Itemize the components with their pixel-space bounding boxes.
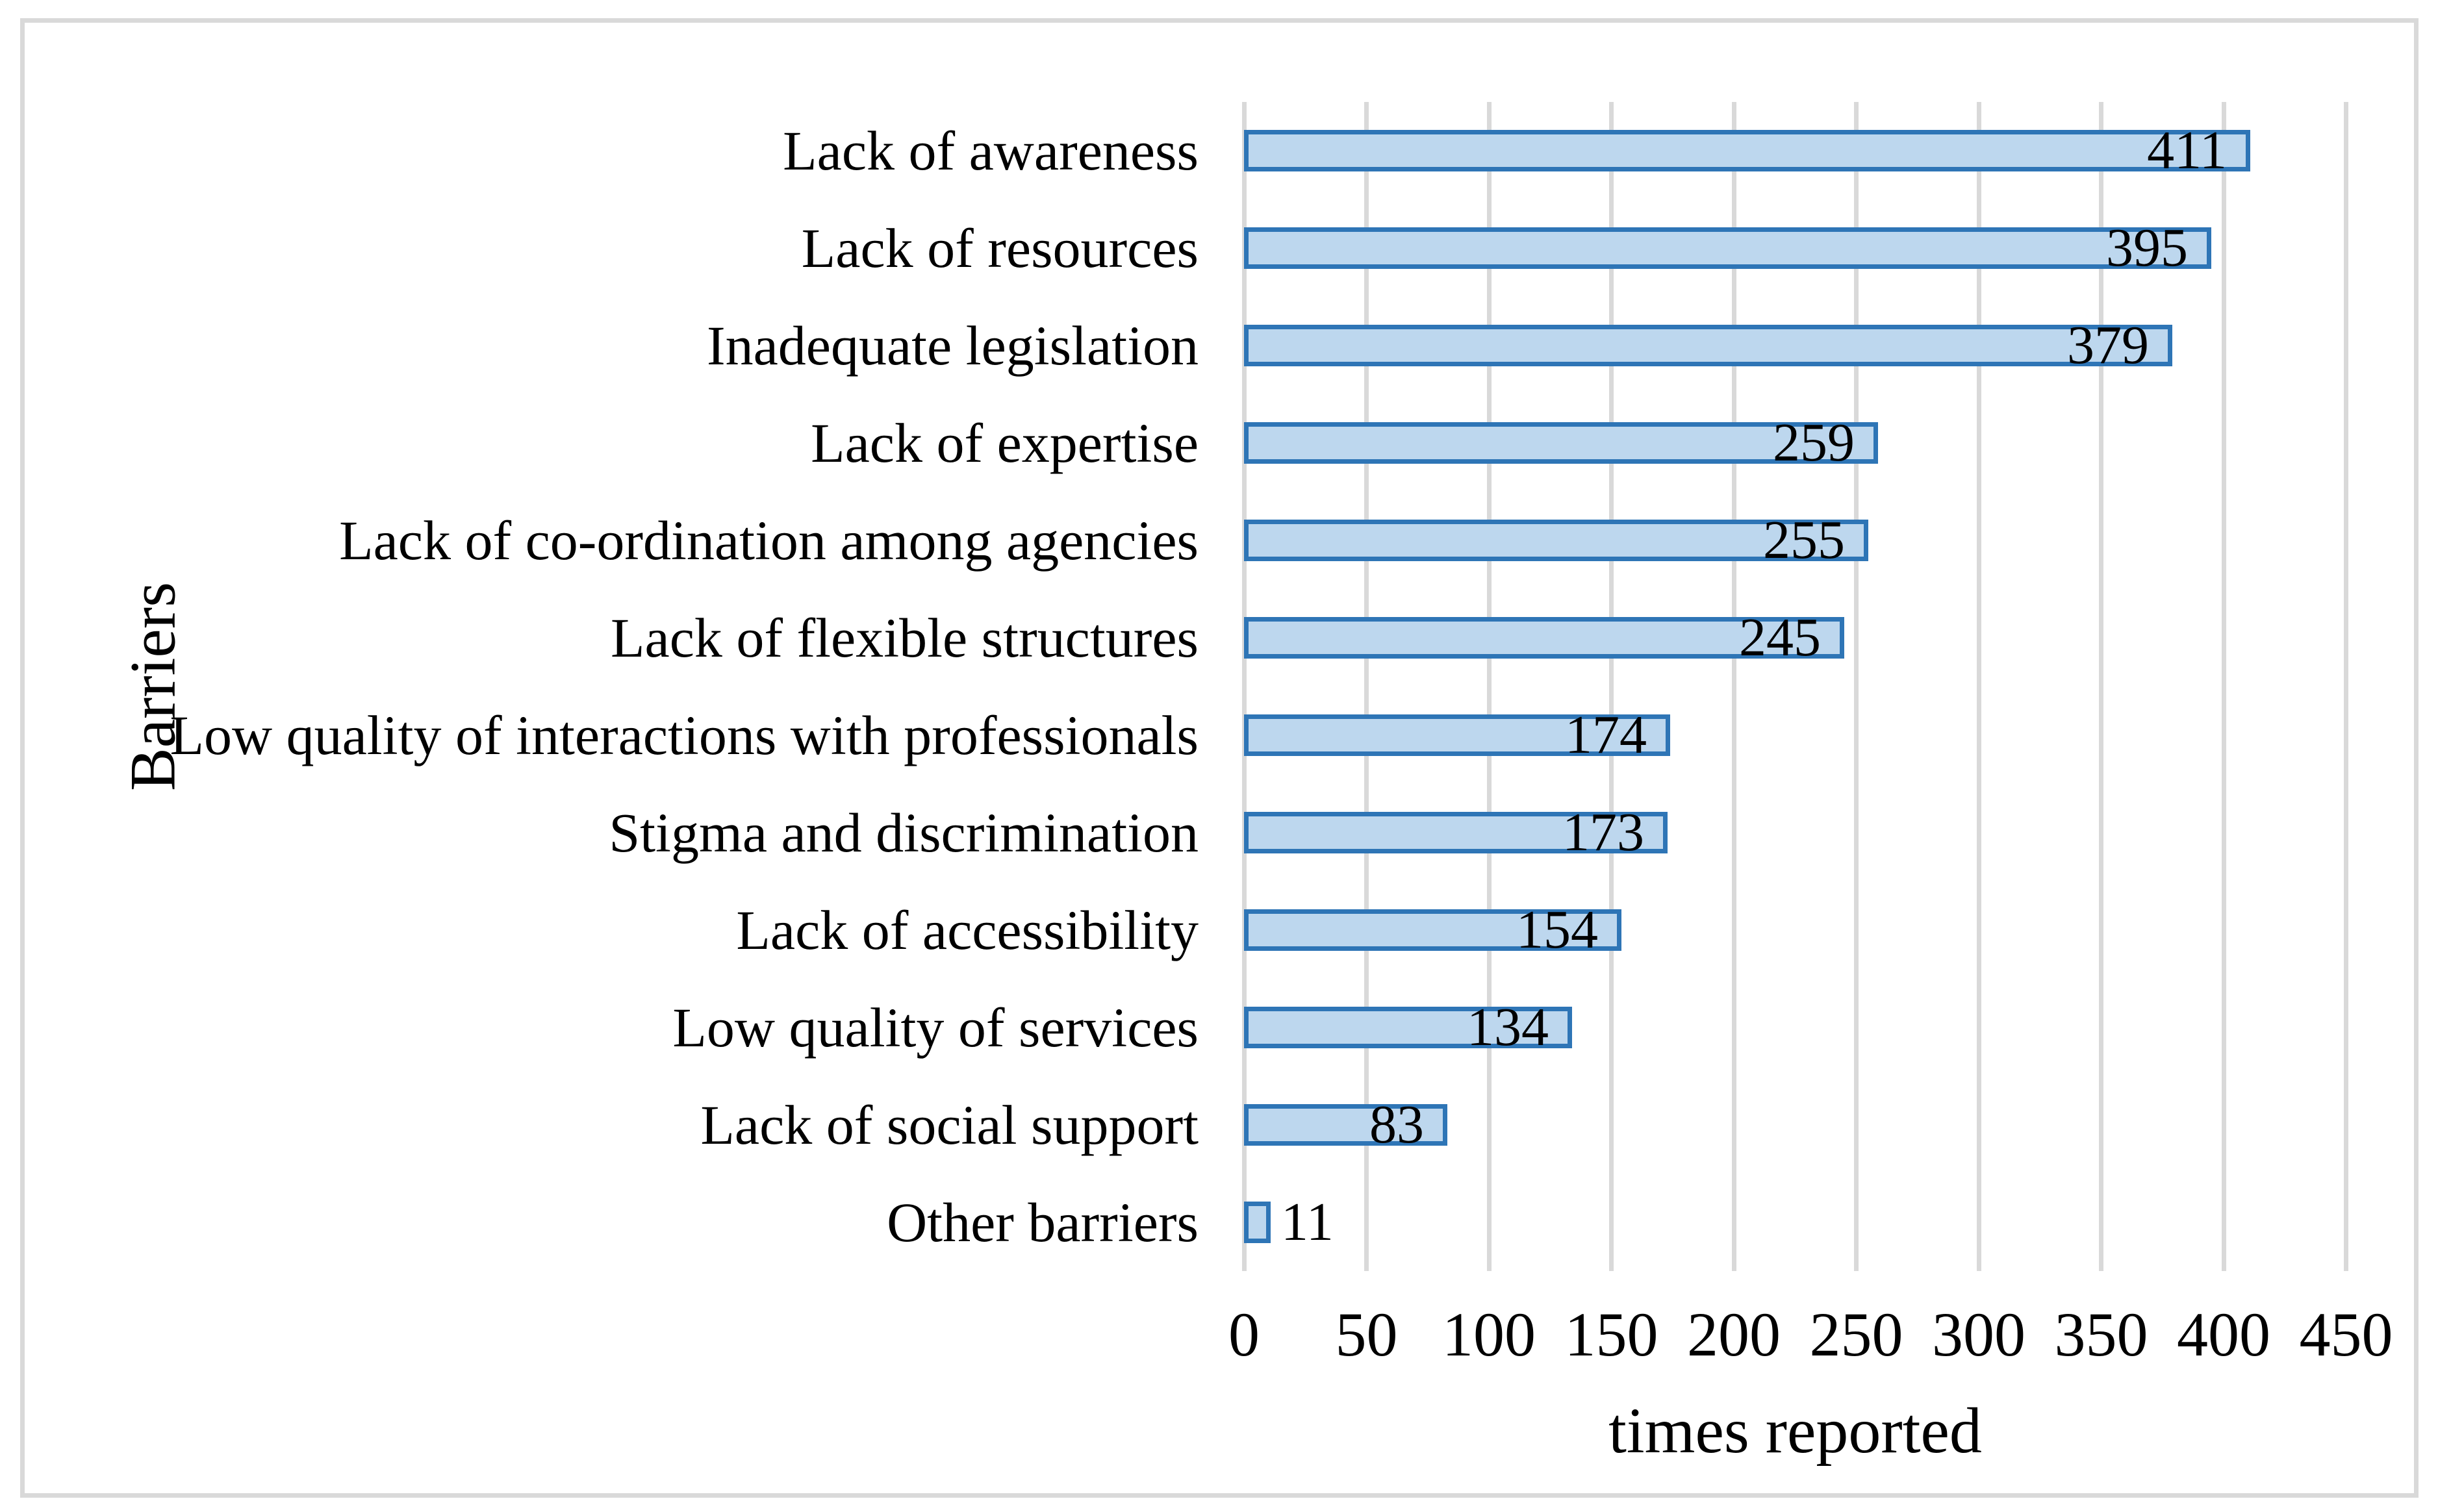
gridline — [1364, 102, 1369, 1271]
bar — [1244, 227, 2211, 269]
x-axis-title: times reported — [1608, 1394, 1982, 1467]
gridline — [2344, 102, 2348, 1271]
category-label: Stigma and discrimination — [609, 801, 1199, 864]
bar-value-label: 173 — [1562, 802, 1644, 863]
category-label: Low quality of services — [672, 996, 1199, 1059]
bar — [1244, 1007, 1572, 1048]
x-tick-label: 250 — [1809, 1300, 1903, 1369]
category-label: Lack of awareness — [783, 120, 1199, 182]
bar-value-label: 395 — [2106, 218, 2188, 278]
gridline — [1854, 102, 1859, 1271]
bar — [1244, 325, 2172, 366]
category-label: Lack of co-ordination among agencies — [339, 509, 1199, 572]
bar — [1244, 422, 1878, 464]
category-label: Inadequate legislation — [707, 314, 1199, 377]
x-tick-label: 300 — [1932, 1300, 2025, 1369]
chart-frame: 411 Lack of awareness 395 Lack of resources… — [20, 18, 2419, 1498]
category-label: Other barriers — [887, 1191, 1199, 1254]
gridline — [1976, 102, 1981, 1271]
bar — [1244, 909, 1621, 951]
bar-value-label: 379 — [2067, 315, 2149, 375]
y-axis-title: Barriers — [116, 581, 189, 792]
bar-value-label: 154 — [1516, 900, 1598, 960]
bar — [1244, 1104, 1447, 1146]
category-label: Low quality of interactions with profess… — [170, 704, 1199, 766]
gridline — [1731, 102, 1736, 1271]
category-label: Lack of accessibility — [736, 899, 1199, 961]
gridline — [2221, 102, 2226, 1271]
bar-value-label: 11 — [1281, 1192, 1334, 1252]
x-tick-label: 400 — [2177, 1300, 2270, 1369]
bar — [1244, 1202, 1271, 1243]
gridline — [1609, 102, 1614, 1271]
bar — [1244, 617, 1844, 659]
category-label: Lack of social support — [700, 1094, 1199, 1156]
bar-value-label: 245 — [1739, 607, 1821, 668]
gridline — [1486, 102, 1492, 1271]
x-tick-label: 450 — [2299, 1300, 2393, 1369]
bar — [1244, 714, 1670, 756]
bar-value-label: 259 — [1773, 412, 1855, 473]
x-tick-label: 50 — [1335, 1300, 1398, 1369]
bar — [1244, 520, 1868, 561]
bar — [1244, 130, 2250, 171]
bar — [1244, 812, 1668, 853]
bar-value-label: 83 — [1369, 1094, 1424, 1155]
category-label: Lack of expertise — [811, 412, 1199, 474]
x-tick-label: 150 — [1564, 1300, 1658, 1369]
x-tick-label: 200 — [1687, 1300, 1781, 1369]
category-label: Lack of flexible structures — [610, 607, 1199, 669]
bar-value-label: 134 — [1467, 997, 1549, 1057]
gridline — [1241, 102, 1247, 1271]
bar-value-label: 174 — [1565, 705, 1647, 765]
category-label: Lack of resources — [801, 217, 1199, 279]
gridline — [2099, 102, 2103, 1271]
bar-value-label: 411 — [2147, 120, 2227, 181]
x-tick-label: 0 — [1228, 1300, 1260, 1369]
x-tick-label: 350 — [2054, 1300, 2148, 1369]
x-tick-label: 100 — [1442, 1300, 1536, 1369]
bar-value-label: 255 — [1763, 510, 1845, 570]
